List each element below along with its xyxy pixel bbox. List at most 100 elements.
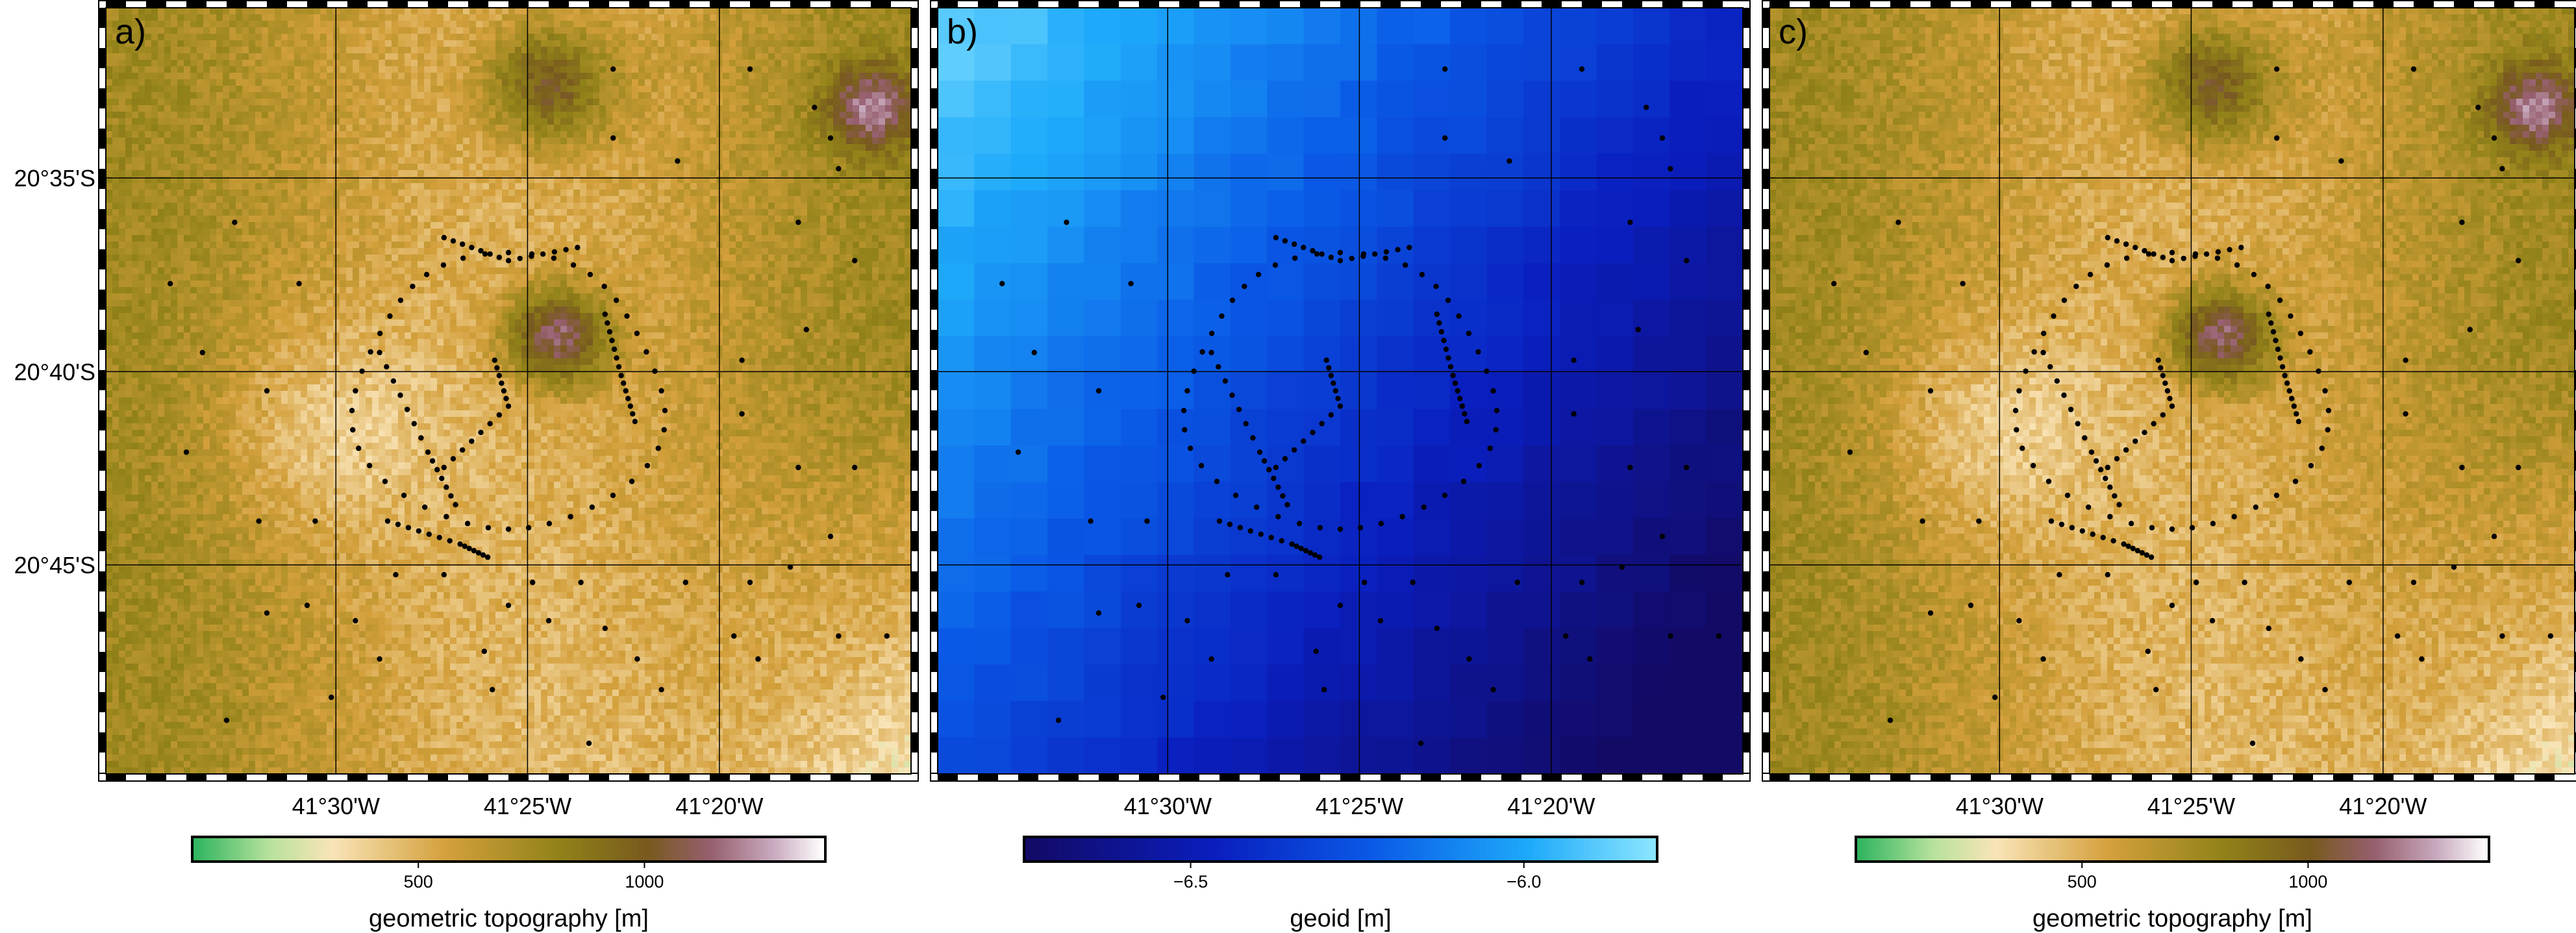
topography-cell <box>171 644 178 651</box>
topography-cell <box>255 430 262 437</box>
topography-cell <box>229 274 236 281</box>
topography-cell <box>203 586 210 593</box>
topography-cell <box>372 125 379 132</box>
topography-cell <box>151 287 158 294</box>
topography-cell <box>275 319 282 327</box>
topography-cell <box>151 553 158 560</box>
topography-cell <box>184 274 191 281</box>
topography-cell <box>249 274 256 281</box>
topography-cell <box>184 677 191 684</box>
topography-cell <box>327 657 334 664</box>
topography-cell <box>275 690 282 697</box>
topography-cell <box>171 618 178 625</box>
topography-cell <box>294 475 301 482</box>
topography-cell <box>314 410 321 417</box>
topography-cell <box>320 573 327 580</box>
topography-cell <box>294 735 301 742</box>
topography-cell <box>359 605 366 612</box>
topography-cell <box>353 177 360 184</box>
topography-cell <box>229 306 236 314</box>
topography-cell <box>268 573 275 580</box>
topography-cell <box>210 27 217 34</box>
topography-cell <box>288 495 295 502</box>
topography-cell <box>307 534 314 541</box>
topography-cell <box>106 631 113 638</box>
topography-cell <box>125 410 132 417</box>
topography-cell <box>294 631 301 638</box>
topography-cell <box>190 703 197 710</box>
topography-cell <box>340 754 347 762</box>
topography-cell <box>138 313 145 320</box>
topography-cell <box>314 280 321 288</box>
topography-cell <box>294 586 301 593</box>
topography-cell <box>164 456 171 463</box>
topography-cell <box>236 748 243 755</box>
topography-cell <box>268 728 275 736</box>
topography-cell <box>158 40 165 47</box>
topography-cell <box>112 482 119 489</box>
topography-cell <box>138 579 145 586</box>
topography-cell <box>346 235 353 242</box>
topography-cell <box>372 34 379 41</box>
topography-cell <box>359 449 366 456</box>
topography-cell <box>145 21 152 28</box>
topography-cell <box>372 222 379 229</box>
topography-cell <box>359 209 366 216</box>
topography-cell <box>340 664 347 671</box>
topography-cell <box>366 728 373 736</box>
topography-cell <box>132 170 139 177</box>
topography-cell <box>275 306 282 314</box>
topography-cell <box>359 592 366 599</box>
topography-cell <box>132 384 139 392</box>
topography-cell <box>223 371 230 379</box>
topography-cell <box>294 761 301 768</box>
topography-cell <box>294 8 301 15</box>
topography-cell <box>197 644 204 651</box>
topography-cell <box>125 462 132 469</box>
topography-cell <box>281 391 288 398</box>
topography-cell <box>236 21 243 28</box>
topography-cell <box>281 300 288 307</box>
topography-cell <box>366 313 373 320</box>
topography-cell <box>112 183 119 190</box>
topography-cell <box>112 125 119 132</box>
topography-cell <box>320 482 327 489</box>
topography-cell <box>268 125 275 132</box>
topography-cell <box>177 657 184 664</box>
topography-cell <box>281 605 288 612</box>
topography-cell <box>242 462 249 469</box>
topography-cell <box>359 586 366 593</box>
topography-cell <box>314 332 321 340</box>
topography-cell <box>229 664 236 671</box>
topography-cell <box>197 690 204 697</box>
topography-cell <box>340 475 347 482</box>
topography-cell <box>340 508 347 515</box>
topography-cell <box>372 423 379 430</box>
topography-cell <box>288 540 295 547</box>
topography-cell <box>242 625 249 632</box>
topography-cell <box>203 8 210 15</box>
topography-cell <box>268 183 275 190</box>
topography-cell <box>106 339 113 346</box>
topography-cell <box>158 430 165 437</box>
topography-cell <box>242 183 249 190</box>
topography-cell <box>132 605 139 612</box>
topography-cell <box>333 690 340 697</box>
topography-cell <box>268 475 275 482</box>
topography-cell <box>112 547 119 554</box>
topography-cell <box>119 527 126 534</box>
topography-cell <box>346 417 353 424</box>
topography-cell <box>203 345 210 353</box>
topography-cell <box>210 157 217 164</box>
topography-cell <box>138 79 145 86</box>
topography-cell <box>314 345 321 353</box>
topography-cell <box>242 722 249 729</box>
topography-cell <box>145 105 152 112</box>
topography-cell <box>249 319 256 327</box>
topography-cell <box>177 151 184 158</box>
topography-cell <box>262 112 269 119</box>
topography-cell <box>249 79 256 86</box>
topography-cell <box>177 267 184 275</box>
topography-cell <box>320 144 327 151</box>
topography-cell <box>255 423 262 430</box>
